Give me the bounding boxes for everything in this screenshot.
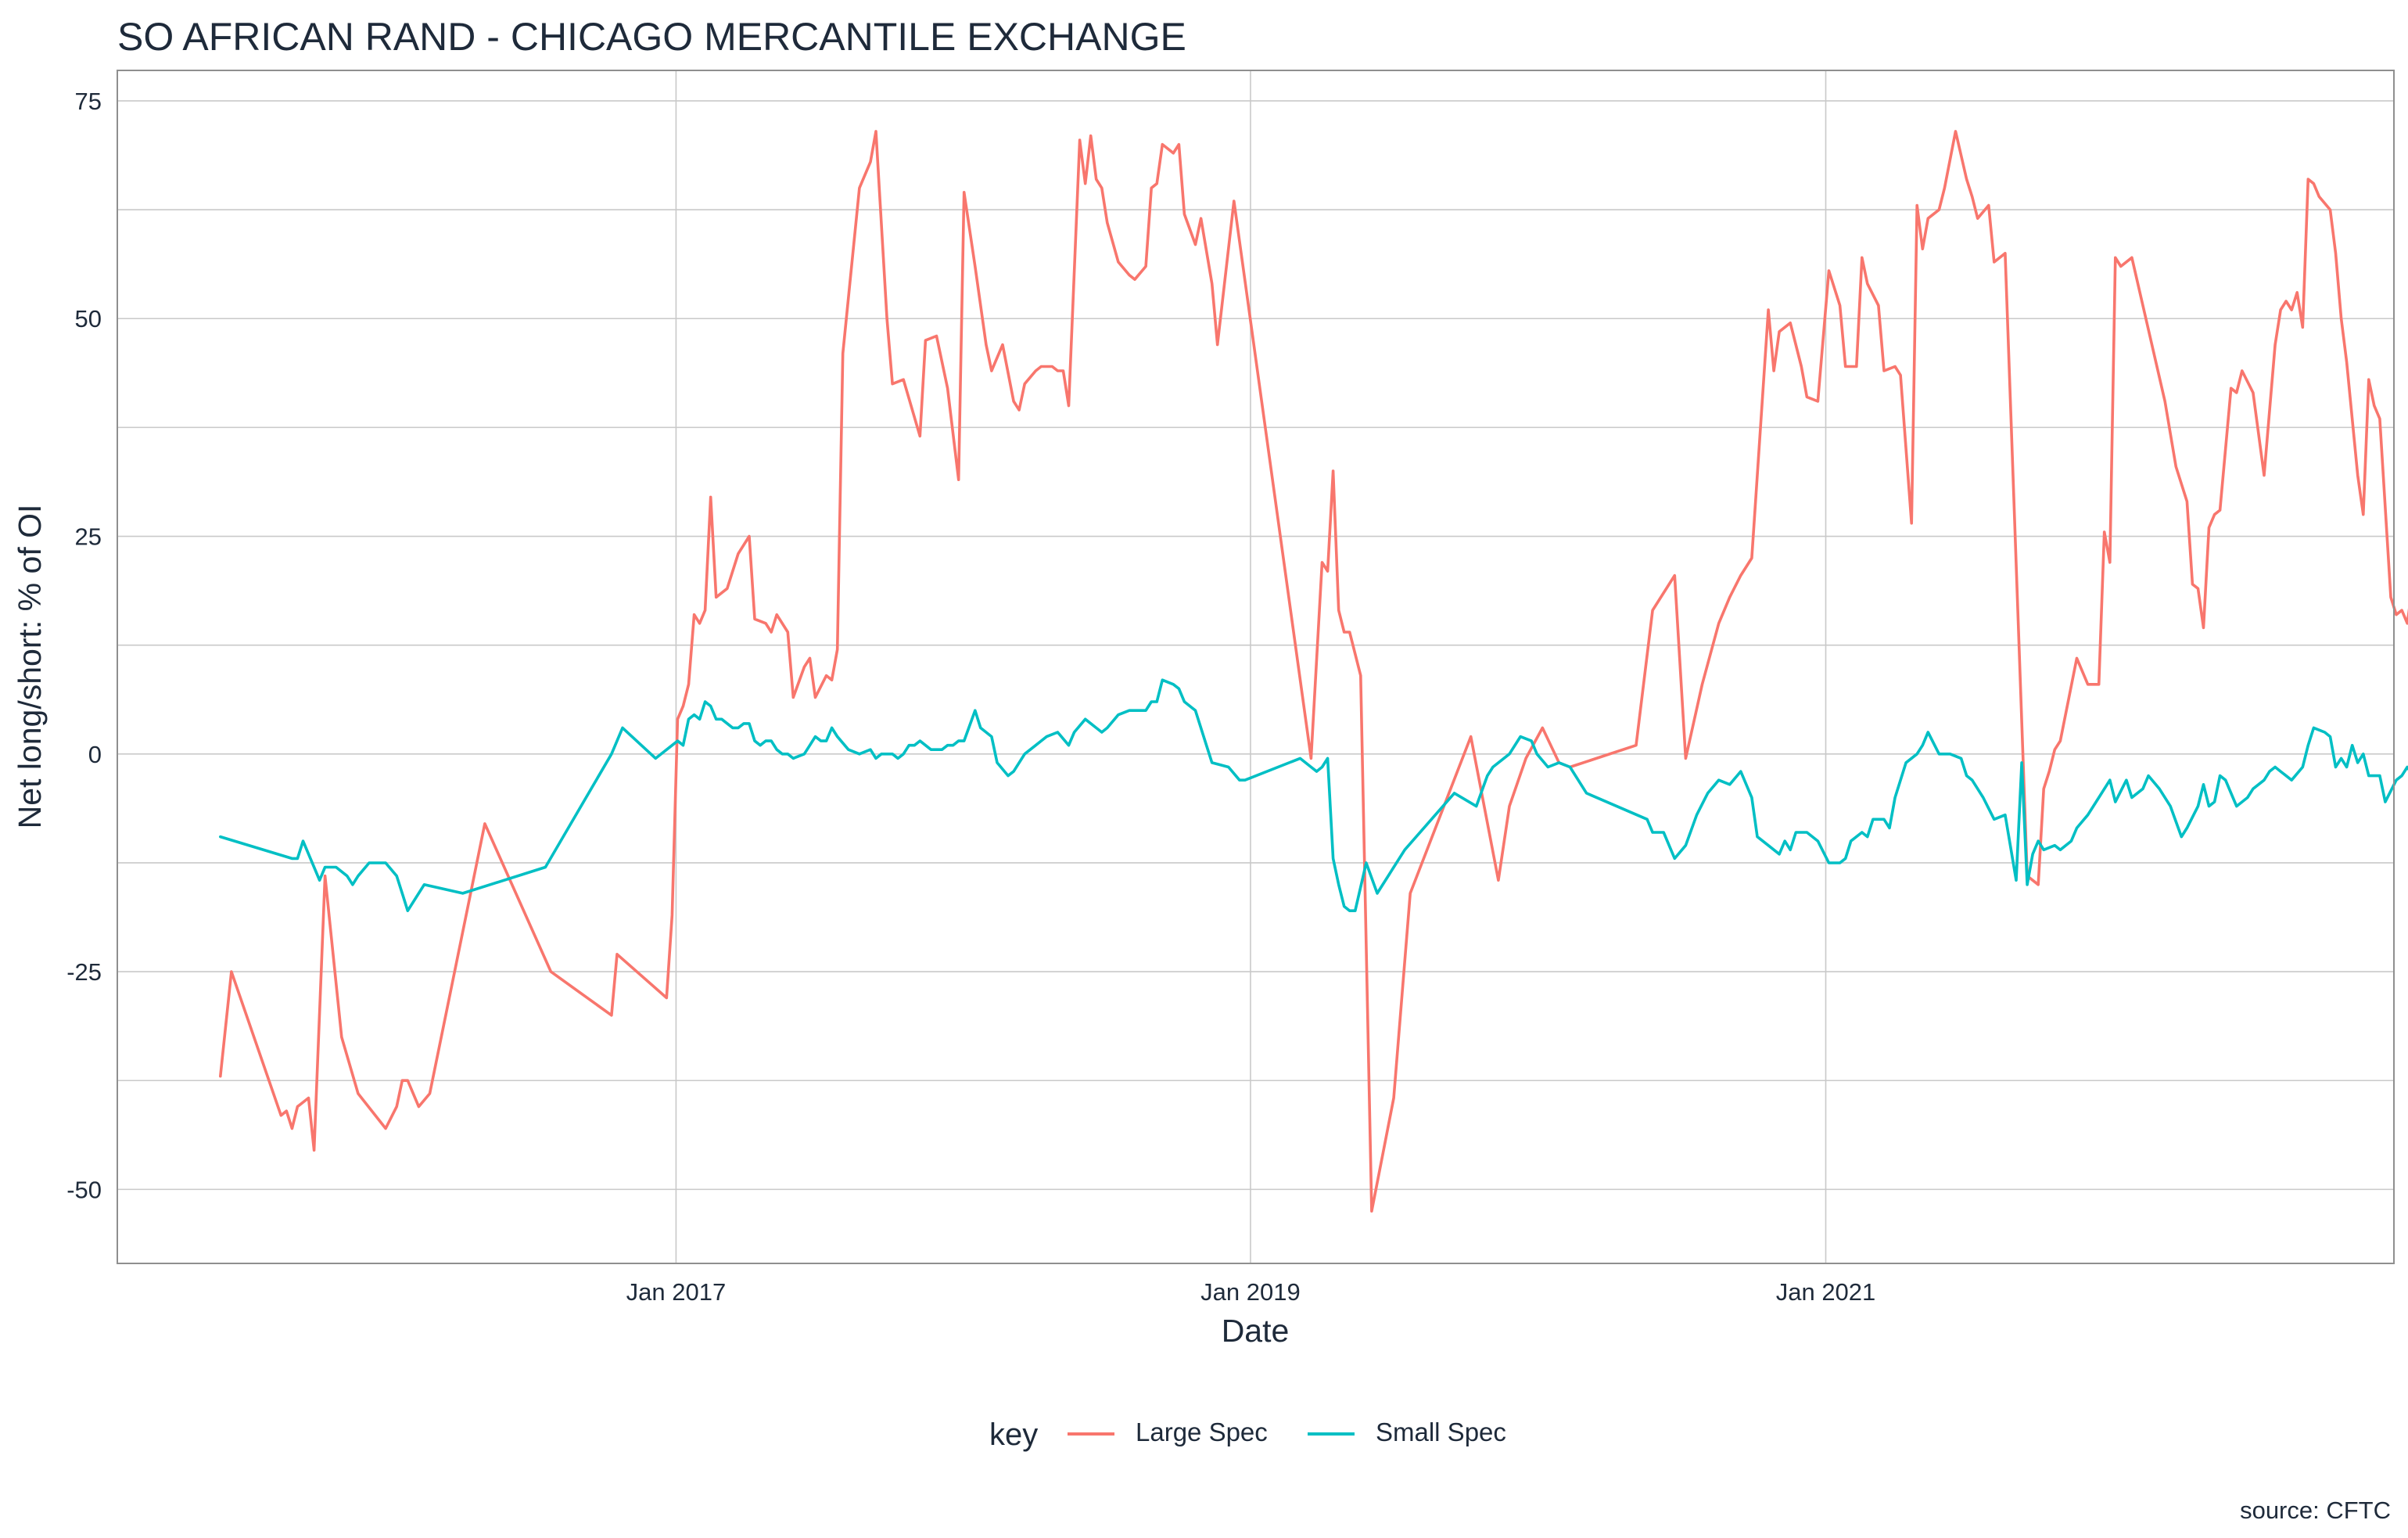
x-axis-ticks: Jan 2017 Jan 2019 Jan 2021 <box>626 1278 1876 1306</box>
x-axis-title: Date <box>1222 1313 1290 1349</box>
x-tick-label: Jan 2017 <box>626 1278 727 1306</box>
legend-label-large-spec: Large Spec <box>1136 1418 1268 1446</box>
y-tick-label: 50 <box>75 305 102 332</box>
plot-background <box>117 70 2394 1263</box>
y-tick-label: 75 <box>75 88 102 115</box>
series-line-small-spec <box>218 678 2408 912</box>
legend-title: key <box>989 1418 1038 1452</box>
source-caption: source: CFTC <box>2240 1497 2391 1524</box>
y-tick-label: 0 <box>88 741 102 768</box>
y-tick-label: -25 <box>66 958 102 986</box>
y-tick-label: -50 <box>66 1176 102 1203</box>
y-tick-label: 25 <box>75 523 102 551</box>
grid <box>117 70 2394 1263</box>
chart-title: SO AFRICAN RAND - CHICAGO MERCANTILE EXC… <box>117 15 1186 59</box>
y-axis-title: Net long/short: % of OI <box>12 505 48 829</box>
legend-label-small-spec: Small Spec <box>1376 1418 1506 1446</box>
x-tick-label: Jan 2019 <box>1200 1278 1301 1306</box>
plot-panel-border <box>117 70 2395 1264</box>
series-layer <box>218 130 2408 1213</box>
legend: key Large Spec Small Spec <box>989 1418 1506 1452</box>
y-axis-ticks: -50 -25 0 25 50 75 <box>66 88 102 1203</box>
series-line-large-spec <box>218 130 2408 1213</box>
x-tick-label: Jan 2021 <box>1776 1278 1876 1306</box>
